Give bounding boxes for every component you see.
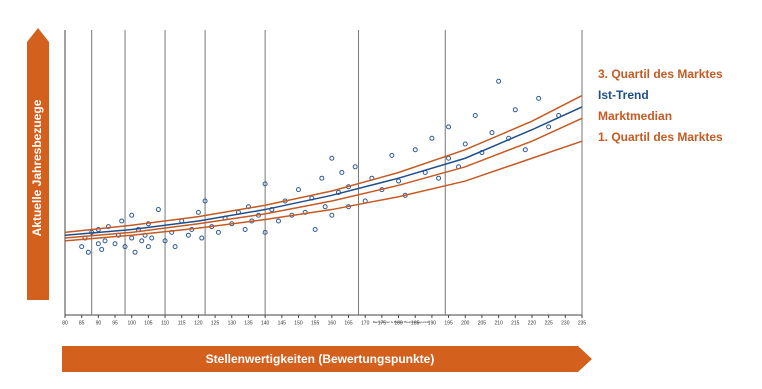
point [199, 235, 205, 241]
x-tick-label: 95 [112, 320, 118, 326]
point [172, 244, 178, 250]
legend-label: Ist-Trend [598, 88, 649, 102]
point [429, 135, 435, 141]
point [312, 227, 318, 232]
point [295, 187, 301, 193]
y-arrow [27, 28, 49, 300]
point [446, 124, 452, 130]
point [262, 229, 268, 235]
x-tick-label: 175 [378, 320, 387, 326]
point [496, 78, 502, 84]
x-tick-label: 150 [294, 320, 303, 326]
x-tick-label: 215 [511, 320, 520, 326]
x-tick-label: 90 [96, 320, 102, 326]
x-tick-label: 180 [394, 320, 403, 326]
legend-label: Marktmedian [598, 109, 672, 123]
point [472, 113, 478, 118]
point [215, 229, 221, 235]
point [149, 235, 155, 241]
point [139, 238, 145, 244]
x-tick-label: 120 [194, 320, 203, 326]
trend-line [64, 140, 583, 242]
x-tick-label: 200 [461, 320, 470, 326]
point [85, 249, 91, 255]
point [396, 178, 402, 184]
x-arrow-label: Stellenwertigkeiten (Bewertungspunkte) [206, 352, 435, 366]
point [95, 241, 101, 247]
legend-label: 3. Quartil des Marktes [598, 67, 723, 81]
y-arrow-label: Aktuelle Jahresbezuege [30, 99, 44, 236]
point [522, 147, 528, 153]
x-tick-label: 135 [244, 320, 253, 326]
x-tick-label: 225 [544, 320, 553, 326]
x-tick-label: 140 [261, 320, 270, 326]
point [352, 164, 358, 170]
x-tick-label: 105 [144, 320, 153, 326]
x-tick-label: 170 [361, 320, 370, 326]
point [79, 244, 85, 250]
point [242, 227, 248, 232]
point [302, 209, 308, 215]
x-tick-label: 230 [561, 320, 570, 326]
x-tick-label: 110 [161, 320, 169, 326]
x-tick-label: 235 [578, 320, 587, 326]
point [436, 175, 442, 181]
point [112, 241, 118, 247]
point [102, 238, 108, 244]
x-tick-label: 185 [411, 320, 420, 326]
point [329, 212, 335, 218]
x-tick-label: 160 [328, 320, 337, 326]
x-tick-label: 155 [311, 320, 320, 326]
point [446, 155, 452, 161]
point [155, 207, 161, 213]
trend-line [64, 106, 583, 236]
point [536, 95, 542, 101]
point [412, 147, 418, 153]
point [262, 181, 268, 187]
trend-line [64, 94, 583, 234]
point [322, 204, 328, 210]
point [319, 175, 325, 181]
x-tick-label: 80 [62, 320, 68, 326]
x-tick-label: 125 [211, 320, 220, 326]
point [129, 235, 135, 241]
point [195, 209, 201, 215]
point [99, 246, 105, 252]
point [105, 224, 111, 230]
point [129, 212, 135, 218]
point [145, 244, 151, 250]
legend-label: 1. Quartil des Marktes [598, 130, 723, 144]
x-tick-label: 145 [278, 320, 287, 326]
x-axis-label: Baumgartner & Partner Bewertungspunkte [373, 320, 430, 324]
point [185, 232, 191, 238]
point [132, 249, 138, 255]
x-tick-label: 210 [494, 320, 503, 326]
trend-line [64, 117, 583, 239]
x-arrow [62, 346, 592, 372]
x-tick-label: 220 [528, 320, 537, 326]
point [339, 170, 345, 175]
point [122, 244, 128, 250]
x-tick-label: 85 [79, 320, 85, 326]
point [489, 130, 495, 136]
x-tick-label: 205 [478, 320, 487, 326]
point [275, 218, 281, 224]
point [389, 152, 395, 158]
point [202, 198, 208, 204]
point [329, 155, 335, 161]
x-tick-label: 100 [128, 320, 137, 326]
x-tick-label: 165 [344, 320, 353, 326]
x-tick-label: 195 [444, 320, 453, 326]
x-tick-label: 130 [228, 320, 237, 326]
point [546, 124, 552, 130]
point [119, 218, 125, 224]
x-tick-label: 115 [178, 320, 186, 326]
point [462, 141, 468, 147]
point [162, 238, 168, 244]
point [512, 107, 518, 113]
x-tick-label: 190 [428, 320, 437, 326]
